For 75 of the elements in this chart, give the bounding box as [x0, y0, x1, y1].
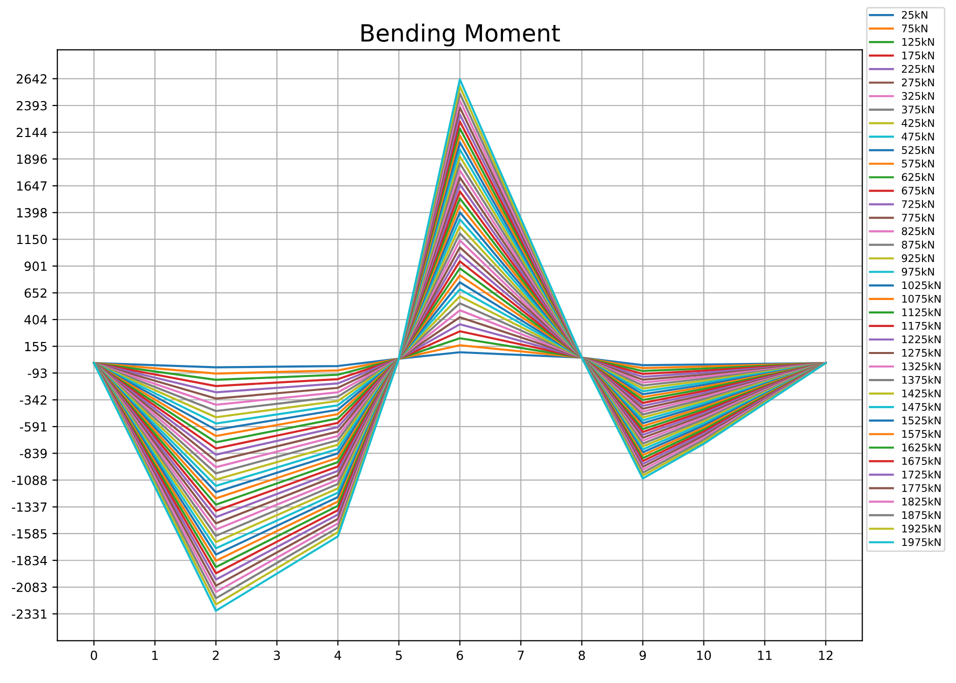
legend-label: 475kN [902, 132, 934, 140]
x-tick-label: 5 [396, 650, 402, 660]
x-tick-label: 9 [640, 650, 646, 660]
x-tick-label: 4 [334, 650, 342, 660]
y-tick-label: 1896 [17, 154, 47, 164]
y-tick-label: -2331 [12, 609, 46, 619]
legend-label: 75kN [902, 24, 928, 32]
legend-label: 275kN [902, 78, 934, 86]
y-tick-label: -839 [20, 448, 47, 458]
x-tick-label: 12 [819, 650, 832, 660]
x-tick-label: 8 [578, 650, 585, 660]
legend-label: 1375kN [902, 376, 940, 384]
y-tick-label: -1337 [12, 502, 47, 512]
legend-label: 1875kN [902, 510, 940, 520]
legend-label: 375kN [902, 105, 934, 114]
legend-label: 1625kN [902, 443, 940, 452]
chart-title: Bending Moment [362, 24, 560, 46]
legend-label: 725kN [902, 200, 934, 208]
legend-label: 1525kN [902, 416, 940, 424]
x-tick-label: 1 [152, 650, 158, 660]
y-tick-label: -1088 [12, 476, 47, 486]
x-tick-label: 11 [758, 650, 772, 660]
legend-label: 25kN [902, 10, 928, 19]
x-tick-label: 6 [456, 650, 464, 660]
y-tick-label: -93 [28, 368, 47, 378]
legend-label: 1825kN [902, 497, 940, 506]
legend-label: 825kN [902, 227, 934, 236]
legend-label: 225kN [902, 64, 934, 73]
legend-label: 1475kN [902, 402, 940, 411]
legend-label: 975kN [902, 268, 934, 276]
legend-label: 1075kN [902, 294, 940, 303]
y-tick-label: -1834 [12, 556, 47, 566]
legend-label: 525kN [902, 146, 934, 154]
y-tick-label: 2393 [16, 100, 47, 110]
x-tick-label: 0 [90, 650, 98, 660]
legend-label: 125kN [902, 38, 934, 46]
legend-label: 675kN [902, 186, 934, 195]
legend-label: 775kN [902, 214, 934, 222]
legend-label: 1775kN [902, 484, 940, 492]
legend-label: 1425kN [902, 389, 940, 398]
legend-label: 1225kN [902, 335, 940, 344]
legend-label: 175kN [902, 51, 934, 60]
legend-label: 1025kN [902, 281, 940, 290]
y-tick-label: -591 [20, 422, 46, 432]
y-tick-label: -1585 [12, 529, 47, 539]
legend-label: 625kN [902, 172, 934, 182]
y-tick-label: 1150 [17, 234, 47, 244]
legend-label: 1175kN [902, 322, 940, 330]
x-tick-label: 10 [697, 650, 711, 660]
y-tick-label: 652 [24, 288, 46, 298]
legend-label: 425kN [902, 118, 934, 127]
y-tick-label: -2083 [12, 582, 47, 592]
x-tick-label: 2 [212, 650, 219, 660]
x-tick-label: 7 [518, 650, 524, 660]
y-tick-label: 2642 [16, 74, 46, 84]
legend-label: 575kN [902, 159, 934, 168]
legend-label: 1325kN [902, 362, 940, 370]
y-tick-label: 404 [24, 315, 47, 324]
y-tick-label: 155 [25, 342, 47, 352]
y-tick-label: 1398 [17, 208, 47, 218]
y-tick-label: -342 [20, 395, 46, 405]
legend-label: 1975kN [902, 538, 940, 546]
legend-label: 1675kN [902, 456, 940, 465]
y-tick-label: 1647 [17, 181, 47, 191]
legend-label: 925kN [902, 254, 934, 262]
legend-label: 1925kN [902, 524, 940, 533]
y-tick-label: 901 [24, 262, 46, 271]
legend-label: 1725kN [902, 470, 940, 478]
legend-label: 325kN [902, 92, 934, 100]
y-tick-label: 2144 [16, 128, 47, 138]
legend-label: 1125kN [902, 308, 940, 316]
legend-label: 875kN [902, 240, 934, 249]
legend-label: 1275kN [902, 348, 940, 357]
x-tick-label: 3 [274, 650, 280, 660]
legend-label: 1575kN [902, 430, 940, 438]
